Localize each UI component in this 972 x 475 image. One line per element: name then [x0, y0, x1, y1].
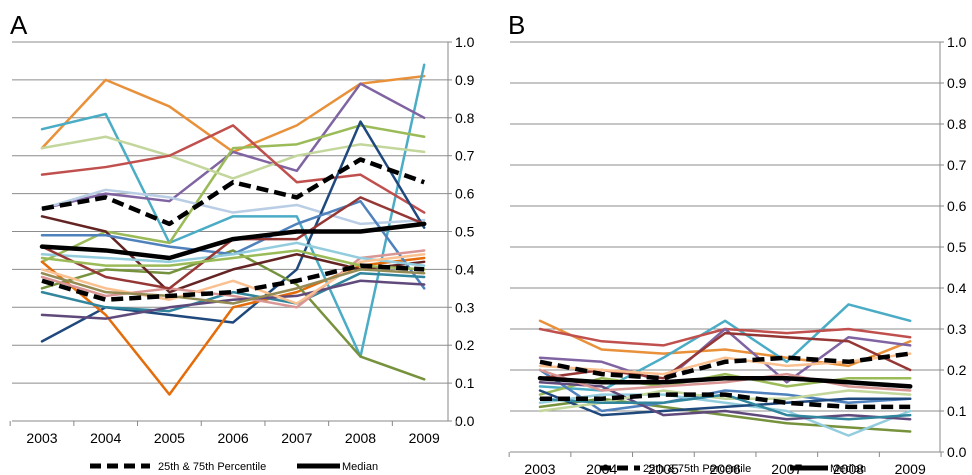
x-tick-label: 2004 — [90, 430, 121, 446]
series-line — [538, 327, 912, 384]
x-tick-label: 2005 — [648, 461, 679, 475]
y-tick-label: 0.4 — [455, 261, 475, 277]
series-line — [40, 124, 426, 214]
chart-panel-a: A 0.0 0.1 0.2 0.3 0.4 0.5 0.6 0.7 0.8 0.9 1.0 2003 20… — [9, 10, 475, 473]
series-line — [538, 368, 912, 413]
series-line — [40, 82, 426, 211]
legend-median-label: Median — [342, 461, 378, 473]
x-tick-label: 2006 — [710, 461, 741, 475]
x-tick-label: 2003 — [524, 461, 555, 475]
y-tick-label: 0.8 — [455, 110, 475, 126]
y-tick-label: 0.3 — [947, 321, 967, 337]
x-tick-label: 2008 — [345, 430, 376, 446]
series-line — [40, 188, 426, 226]
series-line — [538, 389, 912, 417]
series-line — [538, 368, 912, 392]
p75-percentile-line — [539, 351, 911, 381]
series-line — [538, 319, 912, 368]
series-line — [538, 381, 912, 421]
series-line — [40, 271, 426, 313]
y-tick-label: 0.6 — [947, 198, 967, 214]
p25-percentile-line — [41, 263, 425, 302]
x-tick-label: 2009 — [409, 430, 440, 446]
y-tick-label: 0.7 — [455, 148, 475, 164]
x-tick-label: 2006 — [218, 430, 249, 446]
y-tick-label: 0.9 — [455, 72, 475, 88]
y-tick-label: 0.2 — [947, 362, 967, 378]
y-tick-label: 0.2 — [455, 337, 475, 353]
legend: 25th & 75th Percentile Median — [90, 461, 378, 473]
y-tick-label: 0.1 — [947, 403, 967, 419]
x-tick-label: 2003 — [26, 430, 57, 446]
x-tick-label: 2008 — [833, 461, 864, 475]
median-line — [537, 375, 913, 389]
y-tick-label: 0.1 — [455, 375, 475, 391]
series-line — [40, 135, 426, 180]
series-line — [538, 372, 912, 396]
x-tick-label: 2009 — [895, 461, 926, 475]
chart-panel-b: B 0.0 0.1 0.2 0.3 0.4 0.5 0.6 0.7 0.8 0.9 1.0 2003 20… — [508, 10, 967, 475]
p75-percentile-line — [41, 157, 425, 227]
y-tick-label: 0.8 — [947, 116, 967, 132]
y-tick-label: 0.9 — [947, 75, 967, 91]
y-tick-label: 0.5 — [455, 224, 475, 240]
y-tick-label: 1.0 — [455, 34, 475, 50]
y-tick-label: 0.3 — [455, 299, 475, 315]
y-tick-label: 1.0 — [947, 34, 967, 50]
y-tick-label: 0.5 — [947, 239, 967, 255]
legend-median-label: Median — [830, 463, 866, 475]
legend: 25th & 75th Percentile Median — [600, 463, 866, 475]
y-tick-label: 0.4 — [947, 280, 967, 296]
p25-percentile-line — [540, 392, 911, 410]
panel-label: B — [508, 10, 525, 40]
series-line — [40, 252, 426, 305]
series-line — [40, 279, 426, 320]
x-tick-label: 2007 — [281, 430, 312, 446]
x-tick-label: 2005 — [154, 430, 185, 446]
median-line — [39, 221, 427, 261]
x-tick-label: 2007 — [771, 461, 802, 475]
series-line — [40, 268, 426, 305]
legend-percentile-label: 25th & 75th Percentile — [643, 463, 751, 475]
y-tick-label: 0.6 — [455, 186, 475, 202]
y-tick-label: 0.7 — [947, 157, 967, 173]
legend-percentile-label: 25th & 75th Percentile — [158, 461, 266, 473]
y-tick-label: 0.0 — [455, 413, 475, 429]
series-line — [40, 241, 426, 267]
series-line — [40, 249, 426, 381]
panel-label: A — [10, 10, 28, 40]
series-line — [538, 393, 912, 437]
y-tick-label: 0.0 — [947, 444, 967, 460]
